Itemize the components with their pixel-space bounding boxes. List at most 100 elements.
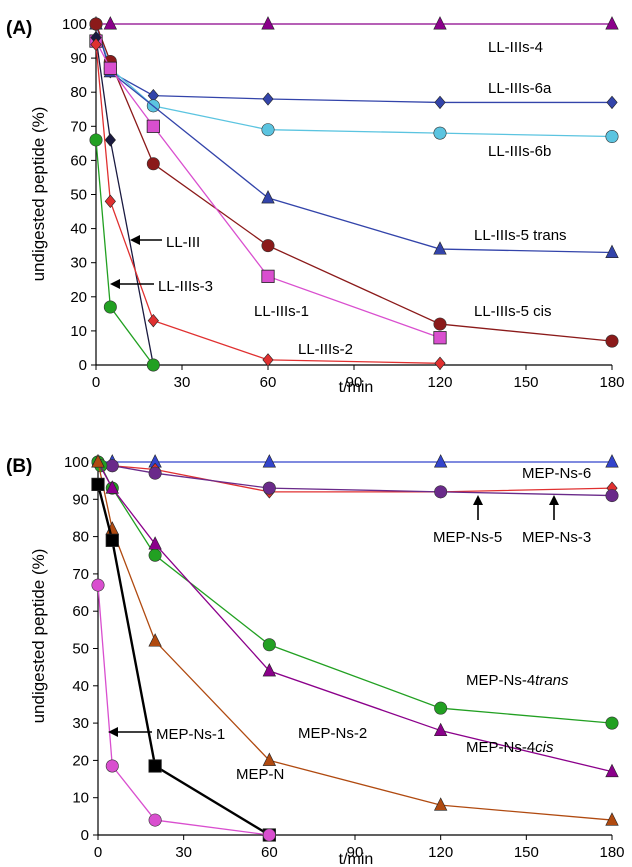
label-mep-ns-5: MEP-Ns-5 <box>433 529 502 546</box>
panel-b-point-mep-ns-4trans <box>148 548 162 562</box>
label-ll-iiis-6a: LL-IIIs-6a <box>488 80 552 97</box>
panel-a-point-ll-iiis-2 <box>434 356 446 370</box>
label-mep-ns-4cis-suffix: cis <box>535 739 554 756</box>
panel-b-point-mep-n <box>91 477 105 491</box>
panel-a-y-tick-label: 90 <box>70 50 87 67</box>
panel-b-point-mep-ns-4cis <box>433 722 448 737</box>
panel-b-y-tick-label: 80 <box>72 529 89 546</box>
panel-a-y-tick-label: 80 <box>70 84 87 101</box>
panel-a-point-ll-iiis-1 <box>261 269 275 283</box>
panel-b-y-axis-title: undigested peptide (%) <box>29 549 48 724</box>
panel-a-x-tick-label: 180 <box>599 374 624 391</box>
label-ll-iiis-6b: LL-IIIs-6b <box>488 143 551 160</box>
panel-a-series-ll-iiis-4 <box>89 16 619 30</box>
panel-b-x-axis-title: t/min <box>339 851 374 867</box>
panel-a-point-ll-iiis-1 <box>433 331 447 345</box>
panel-b-point-mep-ns-5 <box>148 466 162 480</box>
panel-b-line-mep-n <box>96 484 270 837</box>
arrow-ll-iiis-3 <box>110 279 154 289</box>
label-ll-iiis-4: LL-IIIs-4 <box>488 39 543 56</box>
panel-b-y-tick-label: 90 <box>72 491 89 508</box>
panel-b-point-mep-ns-2 <box>433 797 448 811</box>
label-ll-iiis-5-cis: LL-IIIs-5 cis <box>474 303 552 320</box>
panel-b-point-mep-ns-4trans <box>434 701 448 715</box>
label-mep-n: MEP-N <box>236 766 284 783</box>
panel-b-point-mep-ns-1 <box>262 828 276 842</box>
panel-a-point-ll-iiis-5-trans <box>433 241 447 255</box>
panel-b-point-mep-ns-4cis <box>105 480 119 494</box>
panel-b-y-tick-label: 60 <box>72 603 89 620</box>
panel-a-y-tick-label: 70 <box>70 118 87 135</box>
panel-b-point-mep-ns-4trans <box>605 716 619 730</box>
panel-a-point-ll-iiis-6a <box>262 92 274 106</box>
panel-a-line-ll-iiis-5-cis <box>95 23 613 342</box>
panel-b-point-mep-ns-4trans <box>262 638 276 652</box>
panel-a-y-tick-label: 50 <box>70 187 87 204</box>
label-mep-ns-4trans-base: MEP-Ns-4 <box>466 672 535 689</box>
panel-a-y-axis-title: undigested peptide (%) <box>29 107 48 282</box>
panel-a-point-ll-iiis-5-cis <box>89 17 103 31</box>
panel-b-point-mep-ns-6 <box>433 454 448 468</box>
panel-a-y-tick-label: 60 <box>70 152 87 169</box>
panel-b-y-tick-label: 0 <box>81 827 89 844</box>
panel-b-point-mep-ns-1 <box>148 813 162 827</box>
panel-a-line-ll-iiis-3 <box>95 139 154 366</box>
panel-a-y-tick-label: 30 <box>70 255 87 272</box>
label-mep-ns-6: MEP-Ns-6 <box>522 465 591 482</box>
panel-a-point-ll-iiis-6a <box>606 95 618 110</box>
panel-a-point-ll-iiis-3 <box>146 358 160 372</box>
panel-a-series-ll-iiis-2 <box>90 37 446 370</box>
panel-b-x-tick-label: 90 <box>347 844 364 861</box>
panel-a-x-axis-title: t/min <box>339 379 374 396</box>
panel-a-y-tick-label: 0 <box>79 357 87 374</box>
panel-b-series-mep-n <box>91 477 276 842</box>
panel-b-x-tick-label: 150 <box>514 844 539 861</box>
panel-b-point-mep-ns-4cis <box>605 763 619 778</box>
label-mep-ns-1: MEP-Ns-1 <box>156 726 225 743</box>
panel-a-point-ll-iiis-5-cis <box>146 157 160 171</box>
label-mep-ns-4cis-base: MEP-Ns-4 <box>466 739 535 756</box>
panel-a-point-ll-iiis-4 <box>261 16 275 30</box>
panel-a-line-ll-iiis-1 <box>95 40 441 339</box>
label-mep-ns-3: MEP-Ns-3 <box>522 529 591 546</box>
panel-a-series-ll-iiis-5-cis <box>89 17 619 348</box>
label-mep-ns-4trans-suffix: trans <box>535 672 569 689</box>
panel-b: (B) undigested peptide (%) t/min 0 10 20 30… <box>6 454 625 867</box>
panel-a-point-ll-iiis-5-cis <box>261 239 275 253</box>
panel-b-y-tick-label: 100 <box>64 454 89 471</box>
panel-a-y-tick-label: 100 <box>62 16 87 33</box>
panel-b-point-mep-ns-5 <box>262 481 276 495</box>
panel-b-y-tick-label: 50 <box>72 641 89 658</box>
panel-b-point-mep-n <box>105 533 119 547</box>
panel-b-point-mep-ns-5 <box>605 489 619 503</box>
label-ll-iii: LL-III <box>166 234 200 251</box>
panel-b-series-mep-ns-1 <box>91 578 276 842</box>
panel-a-point-ll-iiis-3 <box>103 300 117 314</box>
panel-b-series-mep-ns-2 <box>91 454 619 826</box>
panel-b-point-mep-ns-1 <box>105 759 119 773</box>
panel-a-line-ll-iiis-5-trans <box>95 23 613 254</box>
panel-b-y-tick-label: 70 <box>72 566 89 583</box>
panel-a-point-ll-iiis-4 <box>605 16 619 30</box>
panel-b-y-tick-label: 20 <box>72 752 89 769</box>
panel-b-line-mep-ns-2 <box>97 461 613 821</box>
panel-b-x-tick-label: 0 <box>94 844 102 861</box>
panel-a-point-ll-iiis-4 <box>433 16 447 30</box>
panel-a-point-ll-iii <box>104 133 116 147</box>
panel-b-x-tick-label: 180 <box>599 844 624 861</box>
panel-b-y-tick-label: 10 <box>72 790 89 807</box>
panel-b-label: (B) <box>6 456 32 477</box>
panel-b-point-mep-ns-1 <box>91 578 105 592</box>
arrow-mep-ns-1 <box>108 727 152 737</box>
label-ll-iiis-1: LL-IIIs-1 <box>254 303 309 320</box>
arrow-mep-ns-3 <box>549 495 559 520</box>
panel-a-label: (A) <box>6 18 32 39</box>
panel-b-x-tick-label: 60 <box>261 844 278 861</box>
panel-b-point-mep-ns-2 <box>148 633 162 647</box>
panel-a-x-tick-label: 150 <box>513 374 538 391</box>
panel-b-point-mep-ns-5 <box>105 459 119 473</box>
panel-b-point-mep-ns-4cis <box>262 663 277 677</box>
panel-a-point-ll-iiis-1 <box>103 61 117 75</box>
panel-a-series-ll-iiis-3 <box>89 133 160 372</box>
